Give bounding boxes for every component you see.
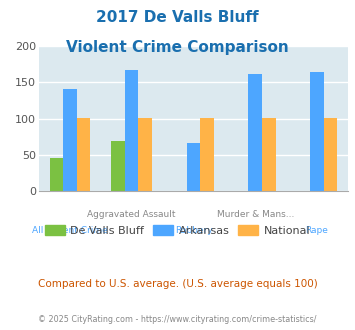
Text: Rape: Rape	[306, 226, 328, 235]
Bar	[50, 158, 63, 191]
Bar	[262, 118, 275, 191]
Bar	[111, 141, 125, 191]
Text: Aggravated Assault: Aggravated Assault	[87, 210, 176, 218]
Text: © 2025 CityRating.com - https://www.cityrating.com/crime-statistics/: © 2025 CityRating.com - https://www.city…	[38, 315, 317, 324]
Text: Violent Crime Comparison: Violent Crime Comparison	[66, 40, 289, 54]
Text: Robbery: Robbery	[175, 226, 212, 235]
Text: Compared to U.S. average. (U.S. average equals 100): Compared to U.S. average. (U.S. average …	[38, 279, 317, 289]
Legend: De Valls Bluff, Arkansas, National: De Valls Bluff, Arkansas, National	[40, 221, 315, 240]
Bar	[324, 118, 337, 191]
Bar	[248, 74, 262, 191]
Bar	[187, 144, 200, 191]
Bar	[63, 89, 77, 191]
Bar	[125, 70, 138, 191]
Text: Murder & Mans...: Murder & Mans...	[217, 210, 294, 218]
Bar	[77, 118, 90, 191]
Text: 2017 De Valls Bluff: 2017 De Valls Bluff	[96, 10, 259, 25]
Bar	[310, 72, 324, 191]
Text: All Violent Crime: All Violent Crime	[32, 226, 108, 235]
Bar	[138, 118, 152, 191]
Bar	[200, 118, 214, 191]
